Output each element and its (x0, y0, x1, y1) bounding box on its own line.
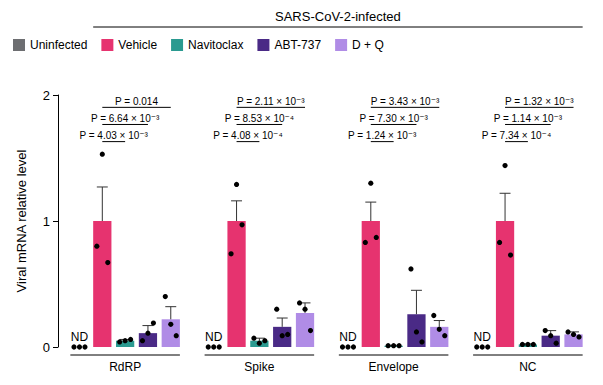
svg-text:P = 2.11 × 10⁻³: P = 2.11 × 10⁻³ (237, 96, 305, 107)
svg-text:P = 3.43 × 10⁻³: P = 3.43 × 10⁻³ (371, 96, 440, 107)
svg-text:0: 0 (43, 340, 50, 355)
svg-text:RdRP: RdRP (109, 360, 141, 374)
svg-text:ND: ND (205, 330, 223, 344)
svg-text:P = 1.24 × 10⁻³: P = 1.24 × 10⁻³ (348, 130, 417, 141)
svg-text:P = 6.64 × 10⁻³: P = 6.64 × 10⁻³ (91, 113, 160, 124)
svg-text:Viral mRNA relative level: Viral mRNA relative level (14, 149, 29, 292)
svg-text:P = 1.14 × 10⁻³: P = 1.14 × 10⁻³ (494, 113, 563, 124)
svg-text:2: 2 (43, 88, 50, 103)
svg-text:Uninfected: Uninfected (30, 38, 87, 52)
svg-text:D + Q: D + Q (352, 38, 384, 52)
svg-text:SARS-CoV-2-infected: SARS-CoV-2-infected (275, 9, 401, 24)
svg-text:P = 1.32 × 10⁻³: P = 1.32 × 10⁻³ (505, 96, 574, 107)
svg-text:1: 1 (43, 214, 50, 229)
svg-text:Navitoclax: Navitoclax (188, 38, 243, 52)
svg-text:ND: ND (474, 330, 492, 344)
svg-text:NC: NC (519, 360, 537, 374)
svg-text:P = 8.53 × 10⁻⁴: P = 8.53 × 10⁻⁴ (225, 113, 294, 124)
svg-text:P = 4.03 × 10⁻³: P = 4.03 × 10⁻³ (79, 130, 148, 141)
svg-text:Envelope: Envelope (369, 360, 419, 374)
svg-text:P = 7.34 × 10⁻⁴: P = 7.34 × 10⁻⁴ (482, 130, 551, 141)
svg-text:ND: ND (339, 330, 357, 344)
svg-text:Spike: Spike (244, 360, 274, 374)
svg-text:ABT-737: ABT-737 (274, 38, 321, 52)
svg-text:P = 4.08 × 10⁻⁴: P = 4.08 × 10⁻⁴ (213, 130, 282, 141)
svg-text:ND: ND (71, 330, 89, 344)
svg-text:P = 0.014: P = 0.014 (115, 96, 158, 107)
svg-text:Vehicle: Vehicle (118, 38, 157, 52)
svg-text:P = 7.30 × 10⁻³: P = 7.30 × 10⁻³ (359, 113, 428, 124)
